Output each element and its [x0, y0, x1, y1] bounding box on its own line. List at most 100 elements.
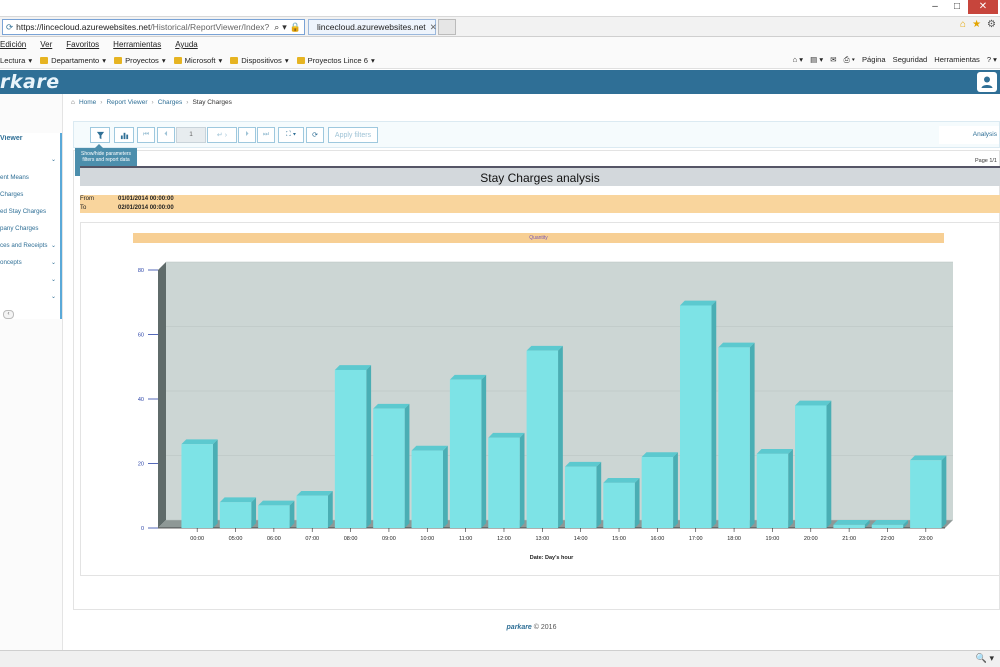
zoom-control[interactable]: 🔍 ▾: [975, 653, 994, 663]
print-icon[interactable]: ⎙ ▾: [843, 55, 855, 64]
x-tick-label: 05:00: [229, 536, 243, 542]
close-button[interactable]: ✕: [968, 0, 998, 14]
filter-toggle-button[interactable]: [90, 127, 110, 143]
menu-bar: Edición Ver Favoritos Herramientas Ayuda: [0, 37, 1000, 52]
chart-toggle-button[interactable]: [114, 127, 134, 143]
user-menu-button[interactable]: [977, 72, 997, 92]
apply-filters-button[interactable]: Apply filters: [328, 127, 378, 143]
fav-label: Lectura: [0, 55, 26, 65]
home-icon[interactable]: ⌂: [71, 99, 75, 106]
chevron-down-icon[interactable]: ⌄: [51, 277, 57, 283]
address-path: /Historical/ReportViewer/Index?: [150, 22, 270, 32]
menu-edit[interactable]: Edición: [0, 40, 27, 49]
sidebar-title: Viewer: [0, 135, 23, 142]
bar-side: [327, 490, 333, 528]
settings-gear-icon[interactable]: ⚙: [987, 19, 996, 30]
param-value: 01/01/2014 00:00:00: [118, 196, 174, 202]
x-tick-label: 08:00: [344, 536, 358, 542]
bar: [603, 482, 635, 528]
bar: [564, 466, 597, 528]
sidebar-item-concepts[interactable]: oncepts: [0, 259, 22, 266]
first-page-icon[interactable]: ⏮: [137, 127, 155, 143]
y-tick-label: 80: [138, 268, 144, 274]
breadcrumb: ⌂ Home › Report Viewer › Charges › Stay …: [71, 99, 232, 106]
cmd-page[interactable]: Página: [861, 55, 886, 64]
page-go-button[interactable]: ↵ ›: [207, 127, 237, 143]
export-button[interactable]: ⛶ ▾: [278, 127, 304, 143]
fav-lectura[interactable]: Lectura ▾: [0, 55, 33, 65]
bar-top: [526, 345, 563, 351]
feeds-icon[interactable]: ▤ ▾: [810, 55, 824, 64]
mail-icon[interactable]: ✉: [830, 55, 837, 64]
fav-dispositivos[interactable]: Dispositivos ▾: [230, 55, 289, 65]
menu-view[interactable]: Ver: [40, 40, 53, 49]
bar-top: [910, 455, 947, 461]
footer-copyright: © 2016: [533, 624, 557, 631]
menu-help[interactable]: Ayuda: [175, 40, 198, 49]
bar-side: [212, 439, 218, 528]
chevron-down-icon[interactable]: ⌄: [51, 157, 57, 163]
bar-chart-icon: [120, 132, 128, 139]
chevron-down-icon[interactable]: ⌄: [51, 243, 57, 249]
home-page-icon[interactable]: ⌂ ▾: [792, 55, 804, 64]
fav-proyectos[interactable]: Proyectos ▾: [114, 56, 166, 65]
x-tick-label: 13:00: [535, 536, 549, 542]
page-number-input[interactable]: 1: [176, 127, 206, 143]
menu-favorites[interactable]: Favoritos: [66, 40, 100, 49]
maximize-button[interactable]: □: [953, 1, 961, 12]
analysis-tab[interactable]: Analysis: [939, 126, 999, 144]
breadcrumb-report-viewer[interactable]: Report Viewer: [106, 99, 148, 106]
cmd-tools[interactable]: Herramientas: [934, 55, 980, 64]
last-page-icon[interactable]: ⏭: [257, 127, 275, 143]
sidebar-item-detailed-stay-charges[interactable]: ed Stay Charges: [0, 208, 47, 215]
window-titlebar: – □ ✕: [0, 0, 1000, 17]
refresh-report-icon[interactable]: ⟳: [306, 127, 324, 143]
window-controls: – □ ✕: [924, 0, 998, 14]
chevron-down-icon[interactable]: ⌄: [51, 294, 57, 300]
fav-label: Dispositivos: [241, 55, 282, 65]
sidebar-item-stay-charges[interactable]: Charges: [0, 191, 24, 198]
minimize-button[interactable]: –: [932, 1, 938, 12]
fav-proyectos-lince[interactable]: Proyectos Lince 6 ▾: [296, 56, 375, 65]
bar: [680, 305, 712, 528]
favorites-star-icon[interactable]: ★: [972, 19, 982, 30]
param-row-to: To 02/01/2014 00:00:00: [80, 205, 174, 211]
help-icon[interactable]: ? ▾: [986, 55, 997, 64]
bar: [526, 350, 559, 528]
param-value: 02/01/2014 00:00:00: [118, 205, 174, 211]
home-icon[interactable]: ⌂: [960, 19, 967, 30]
search-icon[interactable]: ⌕: [274, 21, 280, 32]
sidebar-item-payment-means[interactable]: ent Means: [0, 174, 29, 181]
previous-page-icon[interactable]: ⏴: [157, 127, 175, 143]
sidebar-collapse-button[interactable]: ‹: [3, 310, 14, 319]
param-key: To: [80, 205, 87, 211]
address-bar[interactable]: ⟳ https://lincecloud.azurewebsites.net /…: [2, 19, 305, 35]
fav-microsoft[interactable]: Microsoft ▾: [173, 56, 222, 65]
breadcrumb-home[interactable]: Home: [78, 99, 97, 106]
breadcrumb-charges[interactable]: Charges: [157, 99, 183, 106]
bar-side: [366, 365, 372, 528]
x-tick-label: 15:00: [612, 536, 626, 542]
fav-departamento[interactable]: Departamento ▾: [40, 56, 106, 65]
x-tick-label: 19:00: [766, 536, 780, 542]
sidebar-item-invoices-receipts[interactable]: ces and Receipts: [0, 242, 48, 249]
bar: [449, 379, 482, 528]
bar: [718, 347, 750, 528]
bar-side: [558, 345, 563, 528]
bar: [219, 502, 252, 528]
new-tab-button[interactable]: [438, 19, 456, 35]
breadcrumb-current: Stay Charges: [192, 99, 232, 106]
next-page-icon[interactable]: ⏵: [238, 127, 256, 143]
dropdown-icon[interactable]: ▾: [282, 21, 287, 32]
tab-close-icon[interactable]: ✕: [429, 21, 437, 32]
refresh-icon[interactable]: ⟳: [6, 21, 14, 32]
chevron-down-icon[interactable]: ⌄: [51, 260, 57, 266]
x-tick-label: 00:00: [190, 536, 204, 542]
browser-tab[interactable]: lincecloud.azurewebsites.net ✕: [308, 19, 437, 35]
report-toolbar: ⏮ ⏴ 1 ↵ › ⏵ ⏭ ⛶ ▾ ⟳ Apply filters Analys…: [73, 121, 1000, 148]
sidebar-item-company-charges[interactable]: pany Charges: [0, 225, 39, 232]
cmd-security[interactable]: Seguridad: [892, 55, 928, 64]
menu-tools[interactable]: Herramientas: [113, 40, 162, 49]
x-tick-label: 17:00: [689, 536, 703, 542]
bar-side: [442, 445, 448, 528]
